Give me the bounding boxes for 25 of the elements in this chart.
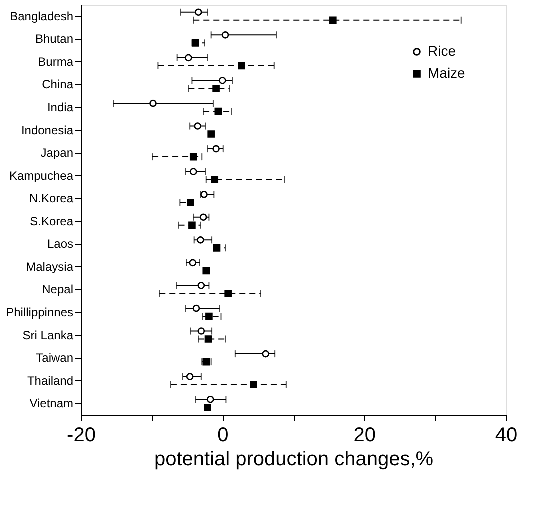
y-tick-label: Burma [38,54,74,69]
y-tick-label: Phillippinnes [6,306,74,320]
legend-label: Rice [428,43,456,59]
y-tick-label: Japan [40,146,74,160]
y-tick-label: S.Korea [30,214,74,228]
y-tick-label: Laos [47,237,74,252]
y-tick-label: Sri Lanka [22,328,74,342]
x-tick-label: 20 [354,424,376,446]
y-tick-label: Malaysia [26,260,74,274]
legend-label: Maize [428,65,466,81]
x-tick-label: 40 [495,424,518,446]
y-tick-label: Kampuchea [9,168,74,183]
y-tick-label: Nepal [42,282,74,297]
y-tick-label: Vietnam [30,396,74,411]
y-tick-label: Bhutan [35,32,74,46]
y-tick-label: Thailand [27,374,74,388]
y-tick-label: Bangladesh [10,9,74,24]
x-tick-label: -20 [67,424,96,446]
y-tick-label: Indonesia [21,123,74,138]
y-tick-label: N.Korea [29,192,74,206]
y-tick-label: Taiwan [36,351,74,366]
y-tick-label: India [47,100,74,114]
x-axis-title: potential production changes,% [154,448,434,470]
y-tick-label: China [42,78,74,92]
x-tick-label: 0 [218,424,229,446]
